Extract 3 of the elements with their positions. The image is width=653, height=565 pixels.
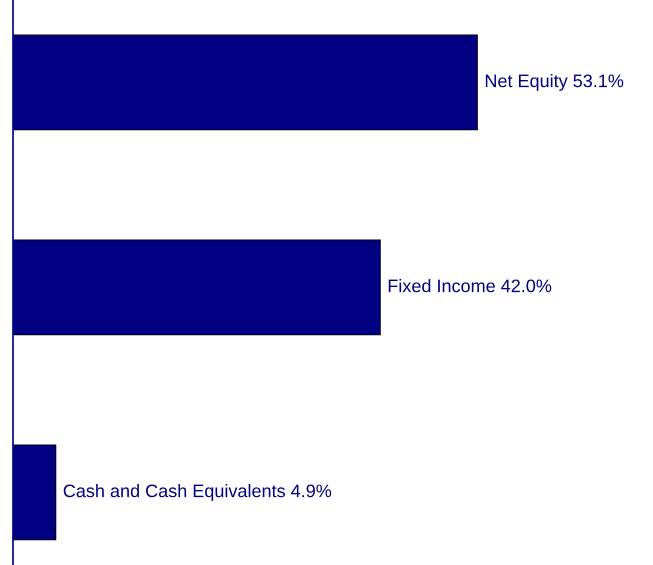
data-label: Cash and Cash Equivalents 4.9% xyxy=(64,484,332,501)
data-label: Net Equity 53.1% xyxy=(486,74,624,91)
data-label: Fixed Income 42.0% xyxy=(388,279,552,292)
